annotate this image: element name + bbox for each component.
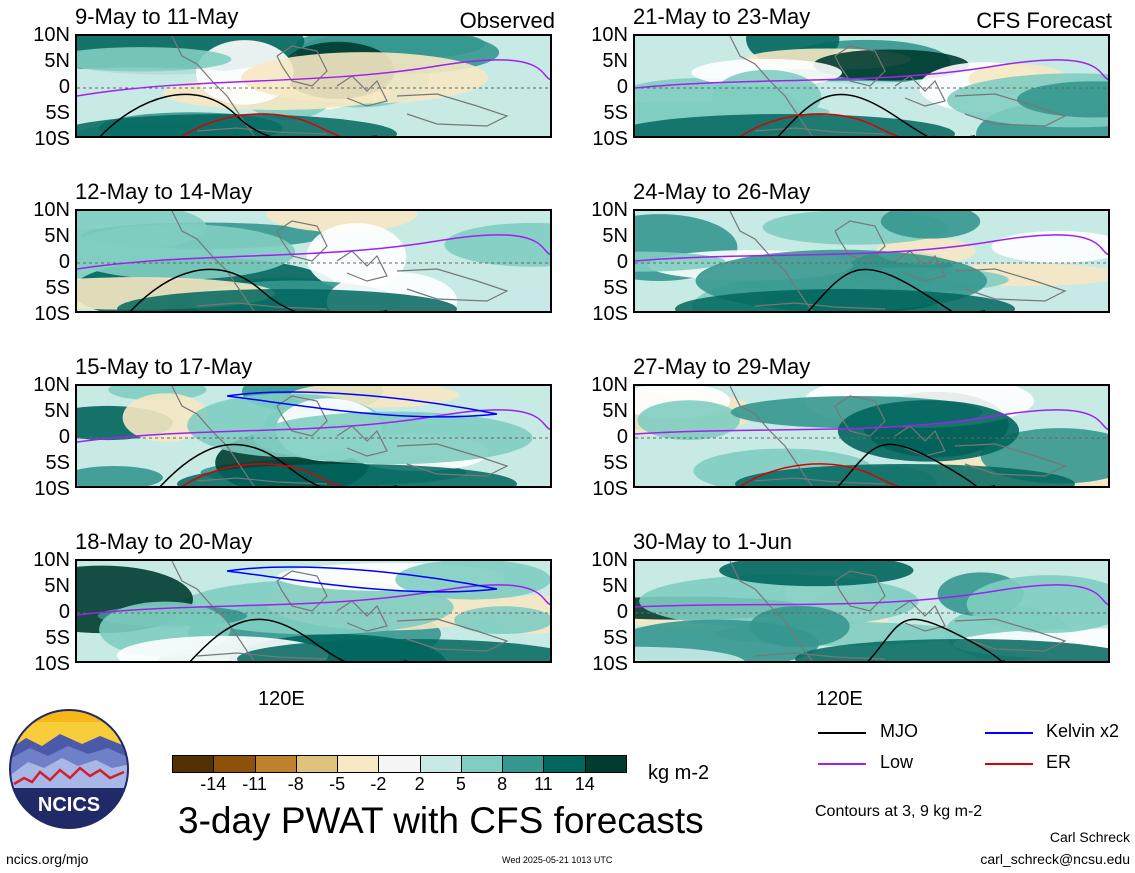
map-panel-fcst-3 [633, 384, 1110, 488]
y-tick-right-3-0: 10N [591, 374, 628, 396]
colorbar-tick-label: -2 [370, 774, 387, 794]
y-tick-right-2-2: 0 [616, 251, 628, 273]
y-tick-right-4-0: 10N [591, 549, 628, 571]
y-tick-left-3-3: 5S [45, 452, 70, 474]
panel-title-obs-1: 9-May to 11-May [75, 4, 239, 29]
colorbar-tick-label: -14 [200, 774, 227, 794]
colorbar-swatch [337, 755, 380, 773]
map-panel-fcst-2 [633, 209, 1110, 313]
y-tick-left-1-4: 10S [34, 128, 70, 150]
colorbar-tick-label: 2 [414, 774, 425, 794]
panel-title-fcst-2: 24-May to 26-May [633, 179, 811, 204]
colorbar-swatch [502, 755, 545, 773]
panel-title-fcst-3: 27-May to 29-May [633, 354, 811, 379]
map-panel-obs-3 [75, 384, 552, 488]
colorbar-tick-label: 14 [574, 774, 595, 794]
y-tick-left-2-4: 10S [34, 303, 70, 325]
y-tick-left-2-2: 0 [58, 251, 70, 273]
map-panel-fcst-4 [633, 559, 1110, 663]
legend-mjo-label: MJO [880, 721, 918, 741]
y-tick-right-1-0: 10N [591, 24, 628, 46]
footer-timestamp: Wed 2025-05-21 1013 UTC [502, 855, 613, 865]
y-tick-right-1-1: 5N [602, 50, 628, 72]
y-tick-left-4-2: 0 [58, 601, 70, 623]
panel-title-fcst-1: 21-May to 23-May [633, 4, 811, 29]
y-tick-left-2-3: 5S [45, 277, 70, 299]
y-tick-right-2-1: 5N [602, 225, 628, 247]
y-tick-left-2-1: 5N [44, 225, 70, 247]
colorbar-swatch [172, 755, 215, 773]
y-tick-left-4-3: 5S [45, 627, 70, 649]
colorbar-unit: kg m-2 [648, 762, 710, 784]
y-tick-right-2-0: 10N [591, 199, 628, 221]
y-tick-right-3-2: 0 [616, 426, 628, 448]
legend-er-line [985, 763, 1033, 765]
colorbar [172, 755, 627, 773]
y-tick-right-4-3: 5S [603, 627, 628, 649]
y-tick-left-1-3: 5S [45, 102, 70, 124]
colorbar-swatch [295, 755, 339, 773]
colorbar-tick-label: 11 [534, 774, 553, 794]
legend-kelvin-label: Kelvin x2 [1046, 721, 1120, 741]
colorbar-tick-label: 5 [455, 774, 466, 794]
y-tick-right-1-4: 10S [592, 128, 628, 150]
map-panel-fcst-1 [633, 34, 1110, 138]
colorbar-tick-label: -11 [242, 774, 267, 794]
y-tick-left-2-0: 10N [33, 199, 70, 221]
y-tick-left-3-2: 0 [58, 426, 70, 448]
y-tick-right-1-3: 5S [603, 102, 628, 124]
y-tick-right-3-4: 10S [592, 478, 628, 500]
map-panel-obs-2 [75, 209, 552, 313]
panel-title-obs-2: 12-May to 14-May [75, 179, 253, 204]
map-panel-obs-4 [75, 559, 552, 663]
ncics-logo: NCICS [8, 708, 130, 830]
y-tick-right-3-1: 5N [602, 400, 628, 422]
legend-kelvin-line [985, 732, 1033, 734]
legend-er-label: ER [1046, 752, 1072, 772]
colorbar-swatch [584, 755, 627, 773]
footer-email[interactable]: carl_schreck@ncsu.edu [980, 851, 1130, 867]
y-tick-left-3-1: 5N [44, 400, 70, 422]
y-tick-left-3-4: 10S [34, 478, 70, 500]
y-tick-right-1-2: 0 [616, 76, 628, 98]
y-tick-left-3-0: 10N [33, 374, 70, 396]
y-tick-left-4-0: 10N [33, 549, 70, 571]
legend-low-line [818, 763, 866, 765]
panel-title-fcst-4: 30-May to 1-Jun [633, 529, 792, 554]
legend-mjo-line [818, 732, 866, 734]
x-tick-120e-left: 120E [258, 688, 305, 710]
legend-low-label: Low [880, 752, 914, 772]
contours-note: Contours at 3, 9 kg m-2 [815, 803, 983, 820]
y-tick-right-4-4: 10S [592, 653, 628, 675]
y-tick-right-2-3: 5S [603, 277, 628, 299]
y-tick-left-1-2: 0 [58, 76, 70, 98]
colorbar-tick-label: -8 [287, 774, 304, 794]
colorbar-swatch [460, 755, 504, 773]
observed-tag: Observed [459, 8, 555, 33]
colorbar-swatch [419, 755, 462, 773]
y-tick-left-1-0: 10N [33, 24, 70, 46]
colorbar-swatch [378, 755, 421, 773]
footer-url[interactable]: ncics.org/mjo [6, 851, 89, 867]
panel-title-obs-4: 18-May to 20-May [75, 529, 253, 554]
y-tick-right-2-4: 10S [592, 303, 628, 325]
y-tick-right-4-1: 5N [602, 575, 628, 597]
colorbar-tick-label: 8 [497, 774, 508, 794]
panel-title-obs-3: 15-May to 17-May [75, 354, 253, 379]
colorbar-swatch [213, 755, 256, 773]
colorbar-tick-label: -5 [329, 774, 346, 794]
colorbar-swatch [543, 755, 586, 773]
main-title: 3-day PWAT with CFS forecasts [178, 800, 704, 841]
y-tick-left-1-1: 5N [44, 50, 70, 72]
y-tick-left-4-1: 5N [44, 575, 70, 597]
forecast-tag: CFS Forecast [976, 8, 1112, 33]
colorbar-swatch [254, 755, 297, 773]
x-tick-120e-right: 120E [816, 688, 863, 710]
y-tick-right-3-3: 5S [603, 452, 628, 474]
y-tick-right-4-2: 0 [616, 601, 628, 623]
y-tick-left-4-4: 10S [34, 653, 70, 675]
footer-author: Carl Schreck [1049, 829, 1130, 845]
logo-text: NCICS [38, 794, 100, 816]
map-panel-obs-1 [75, 34, 552, 138]
